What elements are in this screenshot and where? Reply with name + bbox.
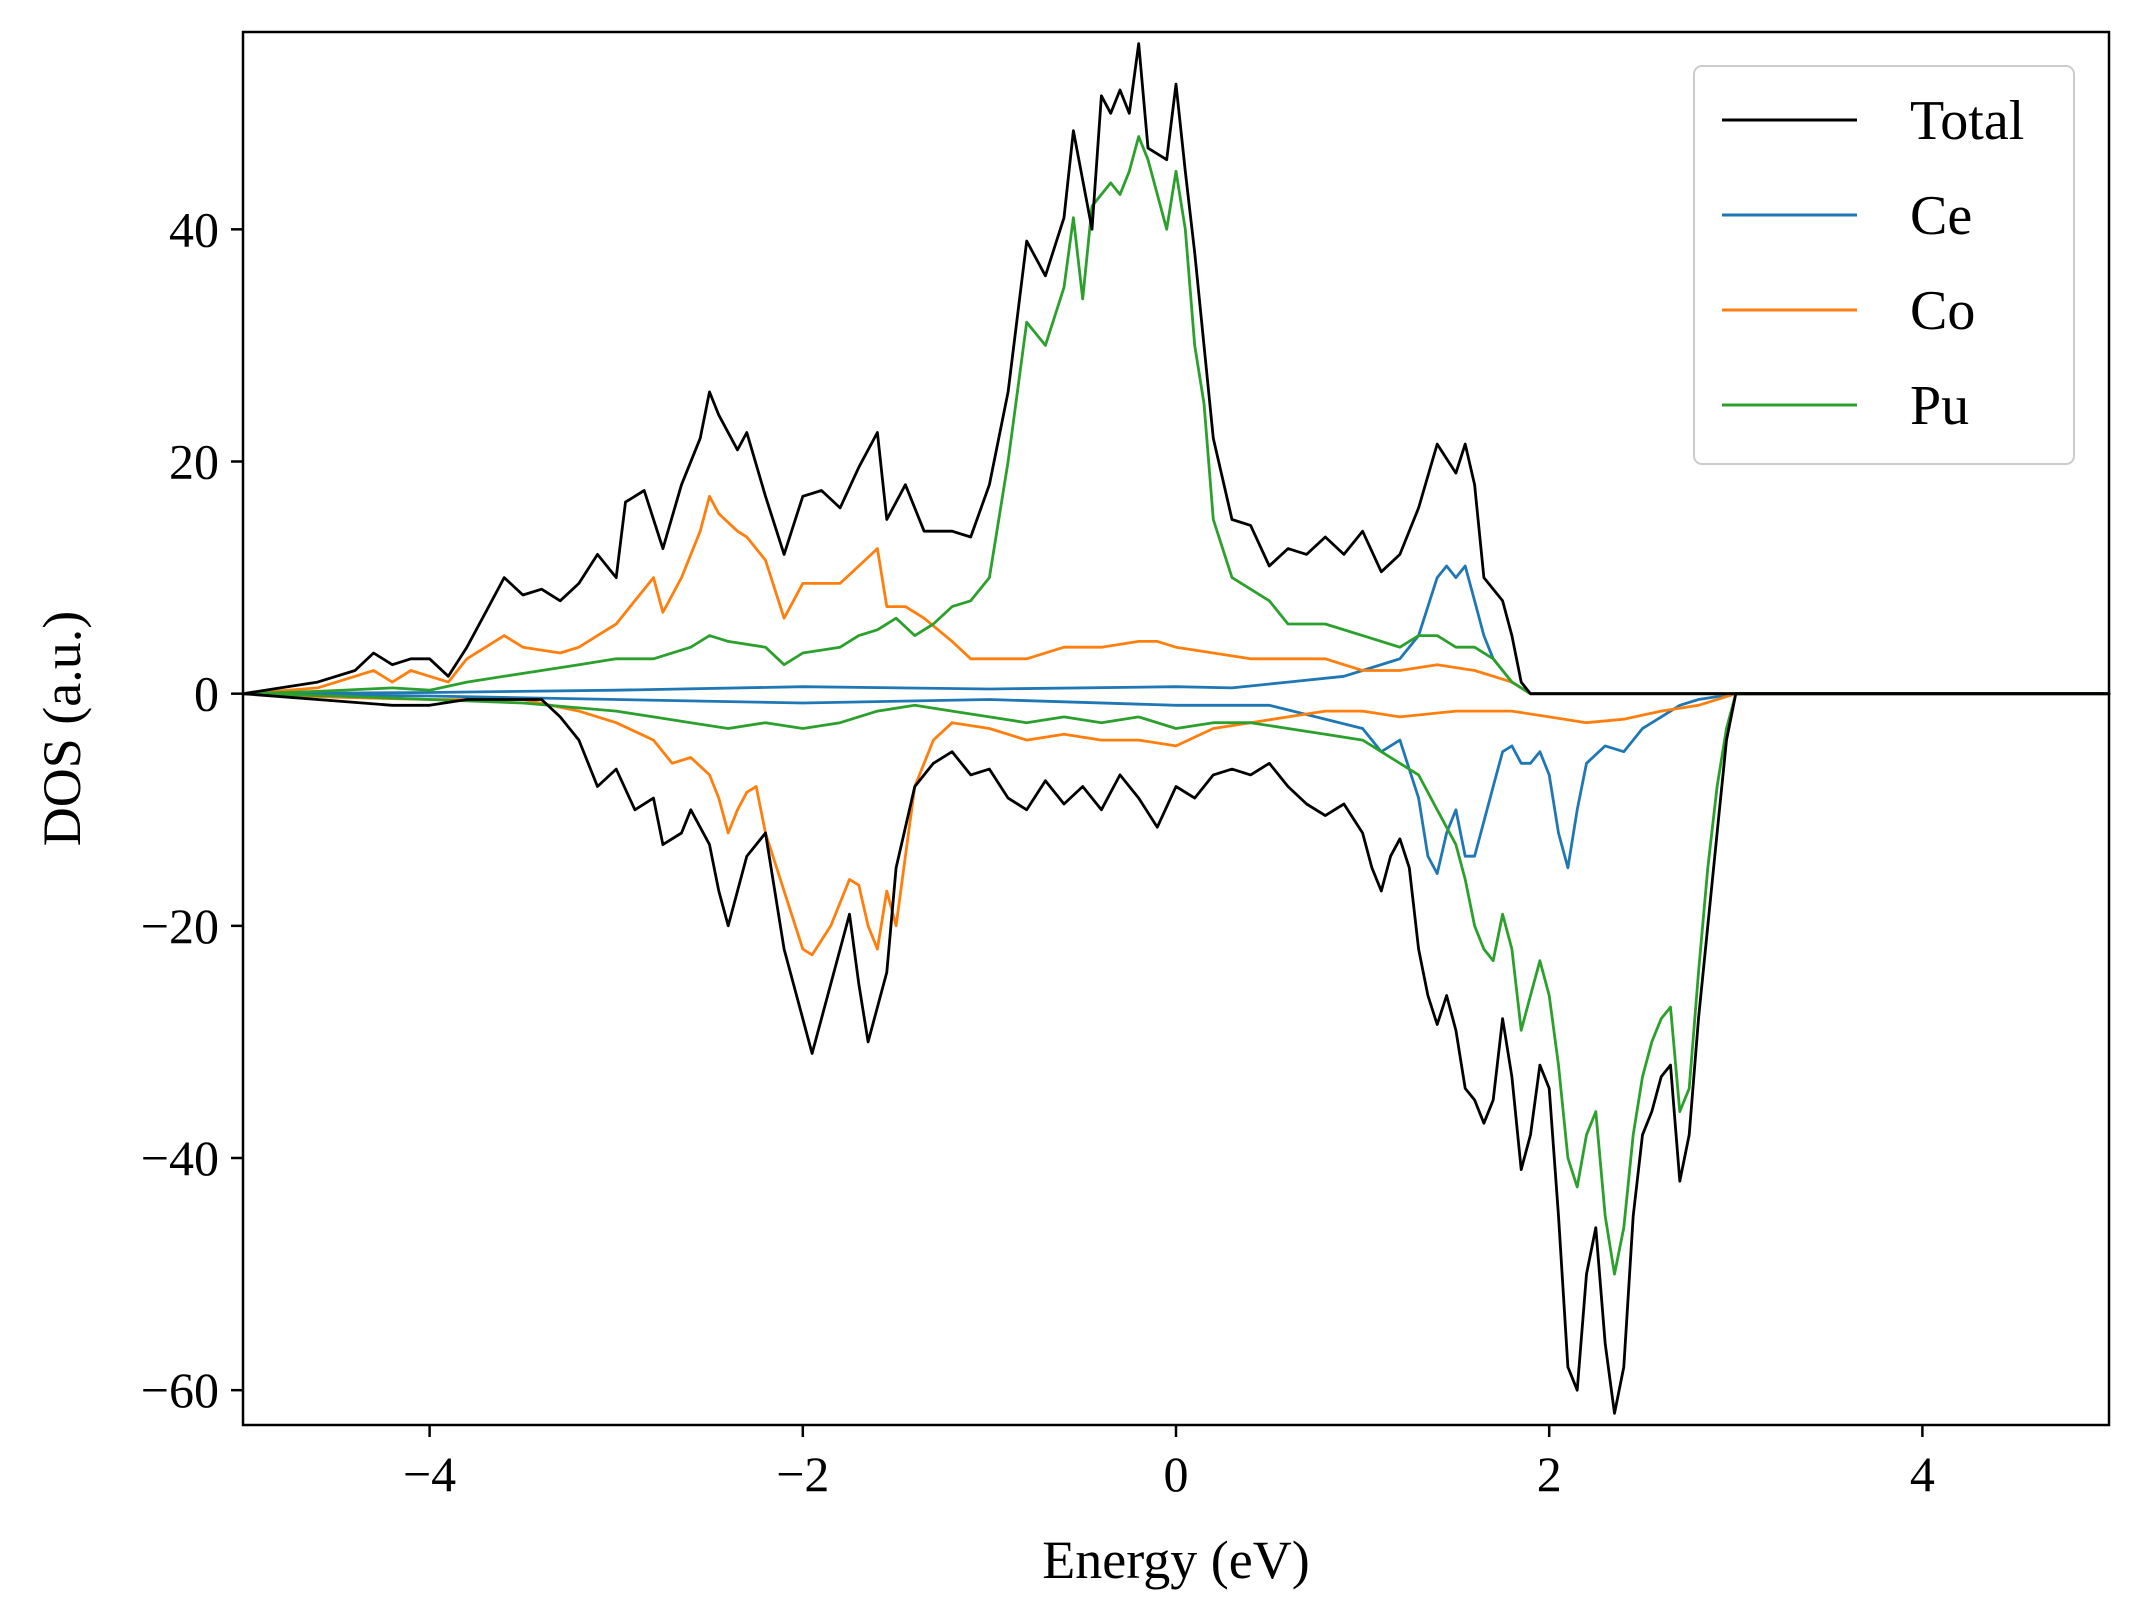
series-layer [241,42,2111,1415]
x-tick-label: 4 [1910,1446,1935,1502]
x-tick-label: 2 [1537,1446,1562,1502]
y-tick-label: 20 [169,434,219,490]
y-tick-label: −20 [141,898,219,954]
x-axis-title: Energy (eV) [1042,1530,1309,1590]
series-line-total-down [241,692,2111,1415]
x-tick-label: 0 [1164,1446,1189,1502]
legend-label-pu: Pu [1910,375,1969,437]
y-tick-label: −60 [141,1362,219,1418]
x-tick-label: −2 [776,1446,829,1502]
legend-box [1693,65,2075,465]
legend-label-ce: Ce [1910,185,1972,247]
series-line-pu-down [241,692,2111,1276]
series-line-co-up [241,494,2111,696]
legend-label-total: Total [1910,90,2024,152]
y-tick-label: 40 [169,201,219,257]
y-tick-label: −40 [141,1130,219,1186]
y-axis-title: DOS (a.u.) [32,611,92,846]
x-tick-label: −4 [403,1446,456,1502]
series-line-ce-down [241,692,2111,875]
y-tick-label: 0 [194,666,219,722]
series-line-co-down [241,692,2111,957]
series-line-ce-up [241,564,2111,696]
series-line-total-up [241,42,2111,696]
series-line-pu-up [241,135,2111,696]
legend: Total Ce Co Pu [1693,65,2075,465]
legend-label-co: Co [1910,280,1975,342]
